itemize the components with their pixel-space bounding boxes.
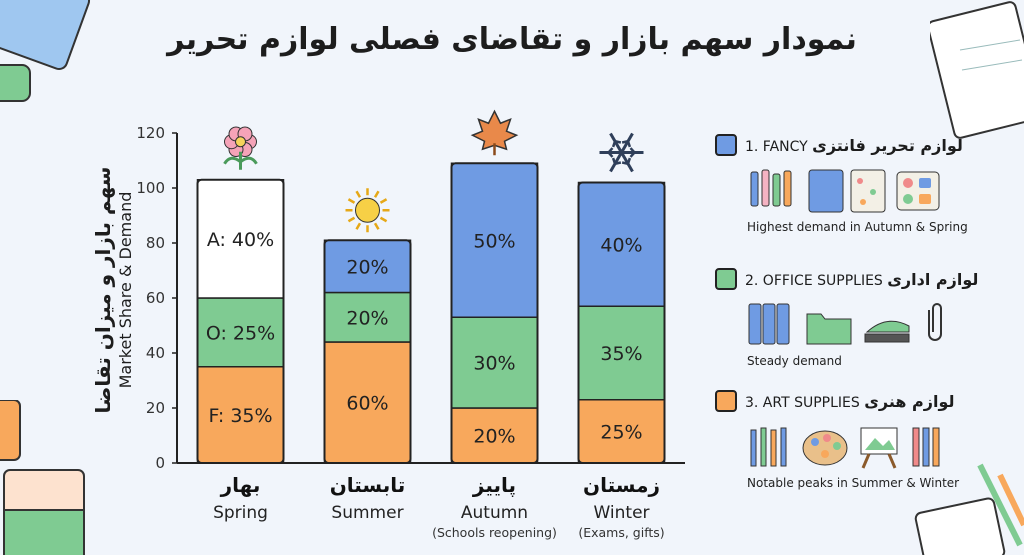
bar-segment <box>196 297 285 368</box>
bar-label: 35% <box>600 343 642 365</box>
category-label-en: Autumn <box>461 503 528 523</box>
colored-pencils-icon <box>912 427 940 467</box>
bar-label: O: 25% <box>206 322 275 344</box>
category-label-en: Summer <box>331 503 403 523</box>
bar-label: A: 40% <box>207 229 274 251</box>
category-sublabel: (Schools reopening) <box>432 525 557 540</box>
spiral-notebook-icon <box>930 1 1024 139</box>
legend-swatch-office <box>715 268 737 290</box>
easel-icon <box>860 427 898 469</box>
bar-label: 30% <box>473 353 515 375</box>
legend-label-fa: لوازم هنری <box>864 391 955 411</box>
y-tick-label: 100 <box>136 179 165 197</box>
brushes-icon <box>750 427 787 467</box>
legend-swatch-art <box>715 390 737 412</box>
pencils-corner-icon <box>914 463 1024 555</box>
y-tick-label: 20 <box>146 399 165 417</box>
y-tick-label: 120 <box>136 124 165 142</box>
bar-segment <box>323 291 412 343</box>
pencils-icon <box>750 169 792 207</box>
bar-label: 25% <box>600 421 642 443</box>
sun-icon <box>345 188 390 233</box>
bar-segment <box>450 162 539 318</box>
snowflake-icon <box>599 132 644 173</box>
category-label-fa: تابستان <box>330 473 406 497</box>
legend-swatch-fancy <box>715 134 737 156</box>
office-icons <box>715 300 1015 348</box>
bar-segment <box>577 181 666 307</box>
category-label-fa: بهار <box>220 473 261 497</box>
y-tick-label: 40 <box>146 344 165 362</box>
bar-outline <box>323 239 412 464</box>
art-icons <box>715 422 1015 470</box>
y-tick-label: 80 <box>146 234 165 252</box>
y-tick-label: 60 <box>146 289 165 307</box>
notebooks-icon <box>808 169 886 213</box>
bar-segment <box>323 239 412 294</box>
category-label-en: Winter <box>593 503 649 523</box>
legend-label-en: 3. ART SUPPLIES <box>745 394 860 411</box>
bar-outline <box>577 181 666 464</box>
category-sublabel: (Exams, gifts) <box>578 525 664 540</box>
legend-label-fa: لوازم اداری <box>887 269 979 289</box>
stapler-icon <box>864 320 910 343</box>
legend-note: Highest demand in Autumn & Spring <box>747 220 968 234</box>
bar-label: 60% <box>346 393 388 415</box>
bar-label: 20% <box>346 307 388 329</box>
stickers-icon <box>896 171 940 211</box>
bar-label: F: 35% <box>208 405 272 427</box>
palette-icon <box>802 430 848 466</box>
binders-icon <box>748 303 790 345</box>
page-title: نمودار سهم بازار و تقاضای فصلی لوازم تحر… <box>167 22 857 57</box>
sketchbook-icon <box>0 400 85 555</box>
bar-label: 20% <box>473 426 515 448</box>
legend-label-en: 2. OFFICE SUPPLIES <box>745 272 883 289</box>
folder-icon <box>806 313 852 345</box>
legend-fancy: 1. FANCY لوازم تحریر فانتزی Highest dema… <box>715 134 1015 234</box>
bar-label: 50% <box>473 230 515 252</box>
legend-label-en: 1. FANCY <box>745 138 808 155</box>
bar-outline <box>196 178 285 464</box>
notebook-corner-icon <box>0 0 91 102</box>
stationery-icons <box>715 166 1015 214</box>
legend-art: 3. ART SUPPLIES لوازم هنری <box>715 390 1015 490</box>
paperclip-icon <box>928 303 942 341</box>
category-label-en: Spring <box>213 503 268 523</box>
category-label-fa: زمستان <box>583 473 660 497</box>
legend-label-fa: لوازم تحریر فانتزی <box>812 135 963 155</box>
legend-note: Steady demand <box>747 354 842 368</box>
category-label-fa: پاییز <box>472 473 516 498</box>
bar-label: 40% <box>600 234 642 256</box>
y-tick-label: 0 <box>155 454 165 472</box>
bar-outline <box>450 162 539 464</box>
bar-label: 20% <box>346 256 388 278</box>
flower-icon <box>223 126 258 170</box>
legend-note: Notable peaks in Summer & Winter <box>747 476 960 490</box>
legend-office: 2. OFFICE SUPPLIES لوازم اداری Steady de… <box>715 268 1015 368</box>
